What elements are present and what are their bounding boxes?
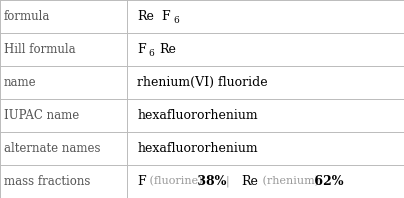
Text: (rhenium): (rhenium): [259, 176, 320, 187]
Text: |: |: [219, 176, 237, 187]
Text: 38%: 38%: [193, 175, 226, 188]
Text: Re: Re: [160, 43, 177, 56]
Text: rhenium(VI) fluoride: rhenium(VI) fluoride: [137, 76, 268, 89]
Text: 6: 6: [149, 49, 154, 58]
Text: alternate names: alternate names: [4, 142, 101, 155]
Text: F: F: [137, 175, 146, 188]
Text: Re: Re: [137, 10, 154, 23]
Text: hexafluororhenium: hexafluororhenium: [137, 142, 258, 155]
Text: Hill formula: Hill formula: [4, 43, 76, 56]
Text: mass fractions: mass fractions: [4, 175, 90, 188]
Text: hexafluororhenium: hexafluororhenium: [137, 109, 258, 122]
Text: formula: formula: [4, 10, 50, 23]
Text: 62%: 62%: [310, 175, 343, 188]
Text: F: F: [162, 10, 170, 23]
Text: F: F: [137, 43, 146, 56]
Text: (fluorine): (fluorine): [146, 176, 203, 187]
Text: Re: Re: [241, 175, 258, 188]
Text: name: name: [4, 76, 37, 89]
Text: 6: 6: [173, 16, 179, 25]
Text: IUPAC name: IUPAC name: [4, 109, 79, 122]
